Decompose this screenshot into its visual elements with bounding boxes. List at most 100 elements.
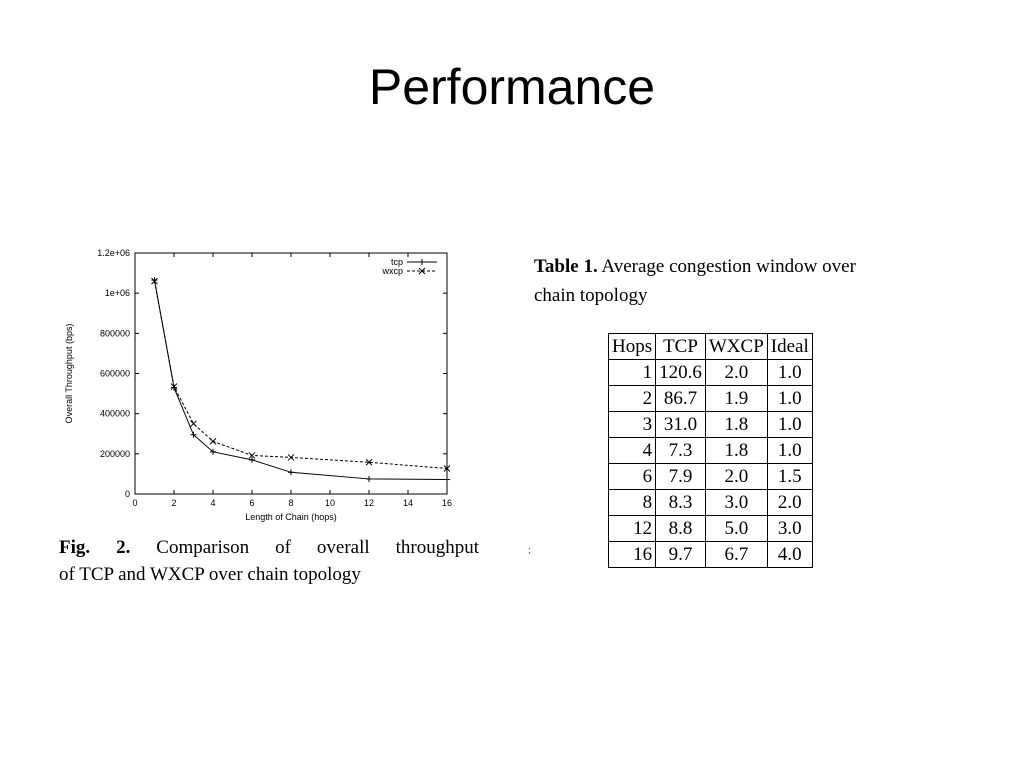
cell-tcp: 86.7 xyxy=(655,385,706,412)
legend-label-wxcp: wxcp xyxy=(381,266,403,276)
cell-hops: 1 xyxy=(607,359,657,386)
legend-marker-wxcp xyxy=(418,267,426,275)
cell-wxcp: 3.0 xyxy=(704,489,768,516)
cell-hops: 16 xyxy=(607,541,657,568)
cell-ideal: 1.5 xyxy=(766,463,813,490)
marker-stroke xyxy=(248,452,256,459)
figure-caption: Fig. 2. Comparison of overall throughput… xyxy=(59,534,479,588)
table-header-row: Hops TCP WXCP Ideal xyxy=(607,333,813,360)
table-caption-label: Table 1. xyxy=(534,256,598,277)
figure-caption-line2: of TCP and WXCP over chain topology xyxy=(59,564,361,585)
cell-hops: 8 xyxy=(607,489,657,516)
cell-wxcp: 1.9 xyxy=(704,385,768,412)
x-tick-label: 0 xyxy=(132,498,137,508)
table-header-tcp: TCP xyxy=(655,333,706,360)
cell-hops: 6 xyxy=(607,463,657,490)
table-row: 16 9.7 6.7 4.0 xyxy=(607,541,813,568)
x-tick-label: 8 xyxy=(288,498,293,508)
table-row: 1 120.6 2.0 1.0 xyxy=(607,359,813,386)
data-point-wxcp xyxy=(248,452,256,459)
cell-ideal: 3.0 xyxy=(766,515,813,542)
series-line-wxcp xyxy=(154,281,448,469)
marker-stroke xyxy=(151,277,158,285)
y-tick-label: 0 xyxy=(125,489,130,499)
x-tick-label: 14 xyxy=(403,498,413,508)
stray-mark: ; xyxy=(528,544,532,556)
marker-stroke xyxy=(209,438,217,445)
cell-tcp: 120.6 xyxy=(655,359,706,386)
marker-stroke xyxy=(443,465,451,472)
data-point-tcp xyxy=(444,476,450,483)
cell-tcp: 8.8 xyxy=(655,515,706,542)
marker-stroke xyxy=(287,454,295,461)
x-tick-label: 4 xyxy=(210,498,215,508)
data-point-wxcp xyxy=(287,454,295,461)
slide-title: Performance xyxy=(368,59,656,115)
table-header-ideal: Ideal xyxy=(766,333,813,360)
congestion-window-table: Hops TCP WXCP Ideal 1 120.6 2.0 1.0 2 86… xyxy=(607,333,813,568)
table-caption-line1: Average congestion window over xyxy=(601,256,856,277)
data-point-wxcp xyxy=(190,420,197,428)
table-row: 8 8.3 3.0 2.0 xyxy=(607,489,813,516)
y-axis-label: Overall Throughput (bps) xyxy=(64,324,74,424)
cell-wxcp: 6.7 xyxy=(704,541,768,568)
y-tick-label: 1.2e+06 xyxy=(97,248,130,258)
cell-ideal: 1.0 xyxy=(766,385,813,412)
marker-stroke xyxy=(365,458,373,466)
data-point-wxcp xyxy=(209,438,217,445)
table-row: 3 31.0 1.8 1.0 xyxy=(607,411,813,438)
legend-label-tcp: tcp xyxy=(391,257,403,267)
cell-ideal: 1.0 xyxy=(766,437,813,464)
data-point-tcp xyxy=(190,431,197,438)
data-point-wxcp xyxy=(365,458,373,466)
table-row: 12 8.8 5.0 3.0 xyxy=(607,515,813,542)
x-axis-label: Length of Chain (hops) xyxy=(245,512,337,522)
x-tick-label: 2 xyxy=(171,498,176,508)
cell-wxcp: 1.8 xyxy=(704,437,768,464)
figure-caption-line1: Comparison of overall throughput xyxy=(156,537,479,558)
y-tick-label: 400000 xyxy=(100,409,130,419)
data-point-tcp xyxy=(249,456,255,463)
marker-stroke xyxy=(170,383,178,390)
throughput-chart: 0 2 4 6 8 10 12 14 16 0 200000 400000 600000 800000 1e… xyxy=(64,248,452,522)
cell-wxcp: 5.0 xyxy=(704,515,768,542)
table-row: 2 86.7 1.9 1.0 xyxy=(607,385,813,412)
cell-tcp: 8.3 xyxy=(655,489,706,516)
x-tick-label: 16 xyxy=(442,498,452,508)
cell-ideal: 4.0 xyxy=(766,541,813,568)
marker-stroke xyxy=(190,420,197,428)
cell-ideal: 1.0 xyxy=(766,359,813,386)
cell-tcp: 7.3 xyxy=(655,437,706,464)
cell-hops: 2 xyxy=(607,385,657,412)
data-point-wxcp xyxy=(170,383,178,390)
cell-tcp: 9.7 xyxy=(655,541,706,568)
table-header-hops: Hops xyxy=(607,333,657,360)
table-header-wxcp: WXCP xyxy=(704,333,768,360)
cell-wxcp: 2.0 xyxy=(704,463,768,490)
cell-wxcp: 2.0 xyxy=(704,359,768,386)
cell-tcp: 31.0 xyxy=(655,411,706,438)
x-tick-label: 12 xyxy=(364,498,374,508)
table-caption-line2: chain topology xyxy=(534,285,648,306)
data-point-tcp xyxy=(366,475,372,482)
cell-wxcp: 1.8 xyxy=(704,411,768,438)
cell-hops: 12 xyxy=(607,515,657,542)
data-point-wxcp xyxy=(151,277,158,285)
y-tick-label: 1e+06 xyxy=(105,288,130,298)
y-tick-label: 600000 xyxy=(100,369,130,379)
cell-hops: 3 xyxy=(607,411,657,438)
cell-ideal: 2.0 xyxy=(766,489,813,516)
x-tick-label: 6 xyxy=(249,498,254,508)
y-tick-label: 800000 xyxy=(100,328,130,338)
series-line-tcp xyxy=(154,280,448,481)
cell-tcp: 7.9 xyxy=(655,463,706,490)
figure-caption-label: Fig. 2. xyxy=(59,537,131,558)
cell-ideal: 1.0 xyxy=(766,411,813,438)
table-caption: Table 1. Average congestion window over … xyxy=(534,252,934,310)
y-tick-label: 200000 xyxy=(100,449,130,459)
cell-hops: 4 xyxy=(607,437,657,464)
data-point-tcp xyxy=(288,469,294,476)
data-point-wxcp xyxy=(443,465,451,472)
table-row: 4 7.3 1.8 1.0 xyxy=(607,437,813,464)
table-row: 6 7.9 2.0 1.5 xyxy=(607,463,813,490)
